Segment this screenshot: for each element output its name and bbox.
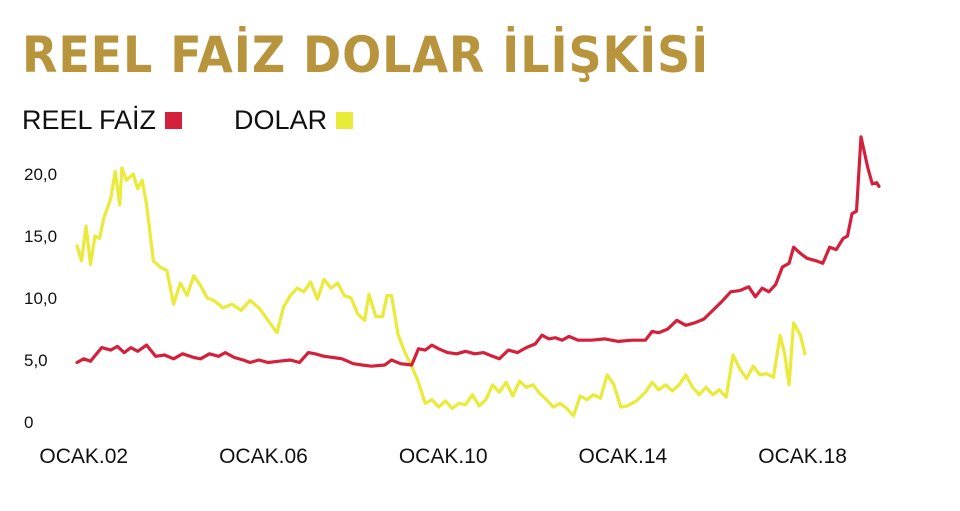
x-tick-label: OCAK.18: [758, 445, 847, 468]
x-axis-ticks: OCAK.02 OCAK.06 OCAK.10 OCAK.14 OCAK.18: [39, 445, 847, 468]
y-axis-ticks: 0 5,0 10,0 15,0 20,0: [24, 165, 57, 432]
series-line-reel-faiz: [75, 135, 881, 368]
legend-label-reel-faiz: REEL FAİZ: [22, 105, 157, 135]
y-tick-label: 5,0: [24, 351, 48, 370]
chart-title: REEL FAİZ DOLAR İLİŞKİSİ: [22, 26, 710, 84]
legend: REEL FAİZ DOLAR: [22, 107, 405, 134]
x-tick-label: OCAK.14: [579, 445, 668, 468]
y-tick-label: 20,0: [24, 165, 57, 184]
legend-item-reel-faiz: REEL FAİZ: [22, 105, 183, 135]
x-tick-label: OCAK.06: [219, 445, 308, 468]
x-tick-label: OCAK.02: [39, 445, 128, 468]
legend-label-dolar: DOLAR: [234, 105, 328, 135]
x-tick-label: OCAK.10: [399, 445, 488, 468]
y-tick-label: 15,0: [24, 227, 57, 246]
legend-item-dolar: DOLAR: [234, 105, 354, 135]
legend-swatch-reel-faiz: [165, 112, 183, 129]
y-tick-label: 0: [24, 413, 33, 432]
series-line-dolar: [75, 166, 807, 418]
series-lines: [75, 135, 881, 418]
legend-swatch-dolar: [336, 112, 354, 129]
y-tick-label: 10,0: [24, 289, 57, 308]
